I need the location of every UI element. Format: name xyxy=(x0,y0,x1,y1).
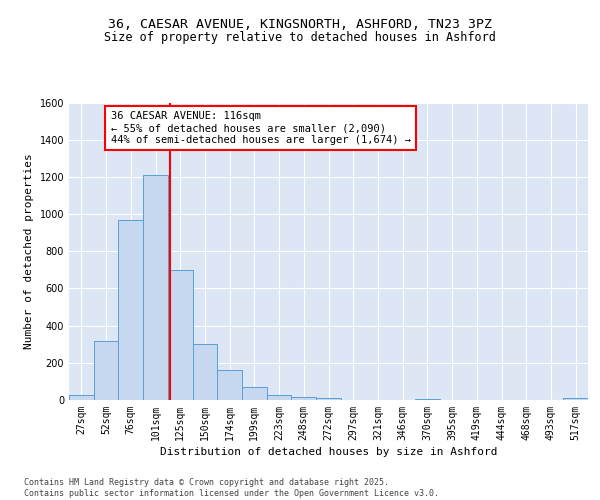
Bar xyxy=(242,387,267,400)
Bar xyxy=(193,344,217,400)
Bar xyxy=(217,370,242,400)
Bar xyxy=(69,396,94,400)
Bar xyxy=(292,397,316,400)
Bar xyxy=(267,396,292,400)
Bar xyxy=(94,340,118,400)
Y-axis label: Number of detached properties: Number of detached properties xyxy=(24,154,34,349)
Text: Contains HM Land Registry data © Crown copyright and database right 2025.
Contai: Contains HM Land Registry data © Crown c… xyxy=(24,478,439,498)
Text: Size of property relative to detached houses in Ashford: Size of property relative to detached ho… xyxy=(104,31,496,44)
Bar xyxy=(168,270,193,400)
Bar xyxy=(415,399,440,400)
Text: 36 CAESAR AVENUE: 116sqm
← 55% of detached houses are smaller (2,090)
44% of sem: 36 CAESAR AVENUE: 116sqm ← 55% of detach… xyxy=(110,112,410,144)
Bar xyxy=(563,398,588,400)
Bar xyxy=(316,398,341,400)
X-axis label: Distribution of detached houses by size in Ashford: Distribution of detached houses by size … xyxy=(160,447,497,457)
Bar xyxy=(143,175,168,400)
Bar xyxy=(118,220,143,400)
Text: 36, CAESAR AVENUE, KINGSNORTH, ASHFORD, TN23 3PZ: 36, CAESAR AVENUE, KINGSNORTH, ASHFORD, … xyxy=(108,18,492,30)
